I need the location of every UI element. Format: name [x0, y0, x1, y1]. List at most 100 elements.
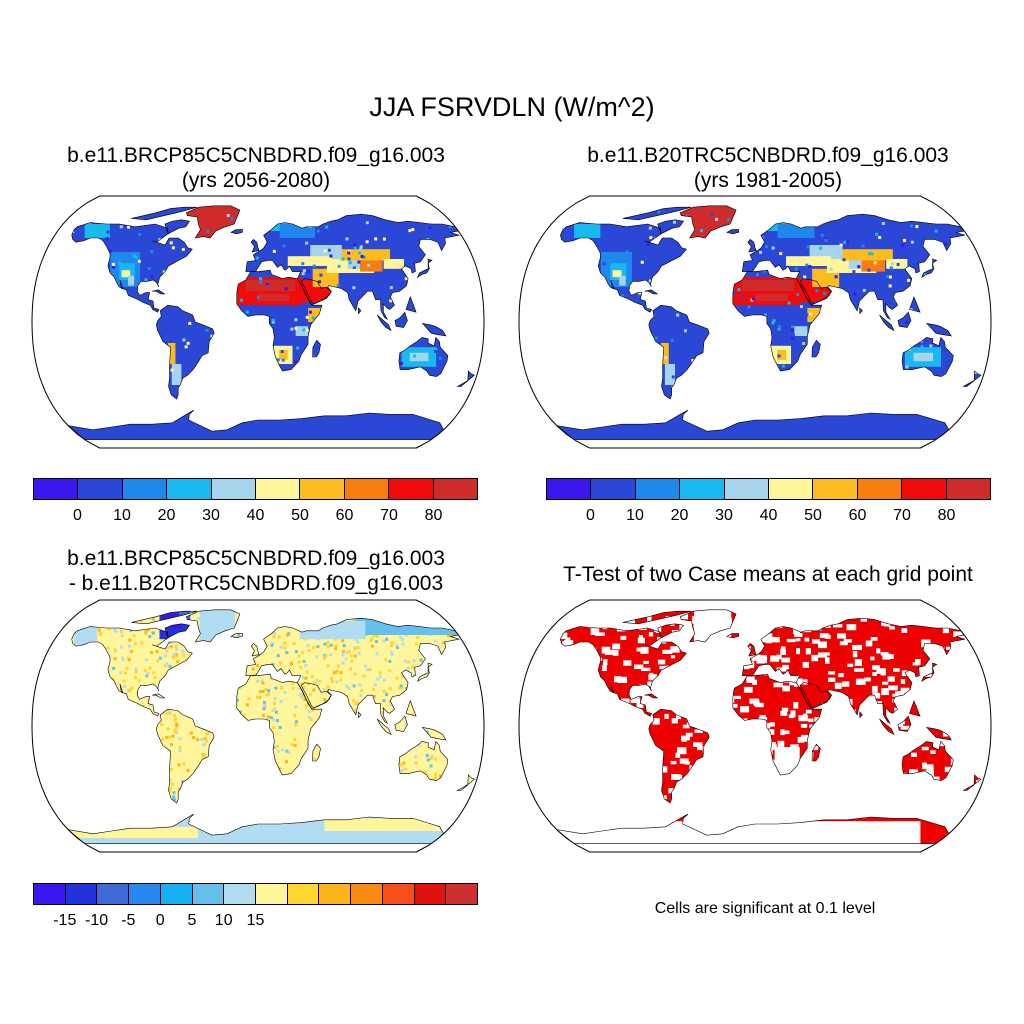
coastline-sumatra — [376, 314, 392, 332]
coastline-japan — [417, 258, 433, 278]
coastline-arabia — [300, 682, 332, 709]
coastline-australia — [901, 336, 954, 377]
coastline-africa — [236, 673, 323, 776]
colorbar-future-swatch — [122, 479, 168, 499]
coastline-namerica — [560, 626, 687, 717]
significance-note: Cells are significant at 0.1 level — [654, 900, 876, 917]
colorbar-difference-swatch — [34, 884, 66, 904]
coastline-philippines — [405, 295, 417, 313]
panel-title-ttest-line1: T-Test of two Case means at each grid po… — [563, 563, 973, 586]
colorbar-historical-swatch — [902, 479, 947, 499]
coastline-newguinea — [925, 322, 952, 337]
coastline-madagascar — [312, 743, 321, 762]
colorbar-future-swatch — [167, 479, 212, 499]
panel-title-historical-line2: (yrs 1981-2005) — [693, 169, 843, 192]
coastline-samerica — [648, 304, 710, 400]
colorbar-difference-swatch — [65, 884, 98, 904]
coastline-madagascar — [312, 339, 321, 358]
panel-title-difference-line1: b.e11.BRCP85C5CNBDRD.f09_g16.003 — [67, 547, 445, 570]
coastline-borneo — [897, 715, 912, 732]
map-difference — [31, 599, 485, 853]
colorbar-difference-tick-label: -10 — [85, 912, 109, 929]
map-historical — [518, 195, 992, 449]
colorbar-future-swatch — [78, 479, 123, 499]
coastline-greenland — [679, 205, 737, 239]
colorbar-historical-tick-label: 30 — [715, 507, 733, 524]
coastline-sumatra — [879, 718, 895, 736]
colorbar-difference-tick-label: -15 — [53, 912, 77, 929]
coastline-arcticisl — [131, 206, 197, 221]
coastline-antarctica — [67, 409, 444, 440]
colorbar-difference-swatch — [256, 884, 288, 904]
colorbar-future-tick-label: 80 — [424, 507, 443, 524]
panel-title-ttest: T-Test of two Case means at each grid po… — [512, 562, 1024, 587]
coastline-srilanka — [859, 711, 863, 719]
colorbar-historical-tick-label: 40 — [759, 507, 778, 524]
colorbar-difference-swatch — [129, 884, 161, 904]
coastline-madagascar — [811, 339, 821, 358]
coastline-uk — [250, 238, 260, 253]
colorbar-historical-swatch — [591, 479, 636, 499]
colorbar-future-tick-label: 50 — [291, 507, 309, 524]
coastline-newguinea — [925, 726, 952, 741]
coastline-iceland — [726, 633, 740, 639]
coastline-baffin — [657, 219, 685, 235]
coastline-cuba — [644, 289, 659, 295]
coastline-arcticisl — [622, 610, 692, 625]
colorbar-difference-swatch — [351, 884, 383, 904]
colorbar-difference-tick-label: 5 — [187, 912, 197, 929]
colorbar-future-tick-label: 30 — [202, 507, 220, 524]
coastline-iceland — [230, 229, 243, 235]
map-border — [31, 195, 485, 449]
coastline-australia — [901, 740, 954, 781]
colorbar-historical-ticks: 0 10 20 30 40 50 60 70 80 — [546, 507, 991, 527]
coastline-iceland — [726, 229, 740, 235]
coastline-africa — [236, 269, 323, 372]
panel-title-future-line2: (yrs 2056-2080) — [181, 169, 331, 192]
coastline-philippines — [405, 699, 417, 717]
coastline-srilanka — [859, 307, 863, 315]
panel-title-future-line1: b.e11.BRCP85C5CNBDRD.f09_g16.003 — [67, 144, 445, 167]
colorbar-difference-ticks: -15 -10 -5 0 5 10 15 — [33, 912, 478, 932]
colorbar-difference-tick-label: 15 — [246, 912, 265, 929]
colorbar-difference-tick-label: 0 — [155, 912, 165, 929]
coastline-antarctica — [555, 409, 950, 440]
figure-title: JJA FSRVDLN (W/m^2) — [369, 92, 655, 122]
map-border — [518, 195, 992, 449]
colorbar-difference-swatch — [319, 884, 352, 904]
coastline-philippines — [909, 699, 921, 717]
coastline-newguinea — [421, 322, 447, 337]
coastline-nz — [963, 370, 982, 387]
coastline-africa — [732, 269, 823, 372]
coastline-nz — [963, 774, 982, 791]
colorbar-difference-swatch — [414, 884, 447, 904]
colorbar-future-tick-label: 0 — [73, 507, 82, 524]
coastline-eurasia — [741, 213, 965, 320]
coastline-baffin — [164, 219, 191, 235]
coastline-eurasia — [245, 617, 461, 724]
coastline-sumatra — [879, 314, 895, 332]
coastline-antarctica — [555, 813, 950, 844]
coastline-australia — [398, 336, 449, 377]
coastline-australia — [398, 740, 449, 781]
coastline-samerica — [648, 708, 710, 804]
coastline-greenland — [186, 205, 241, 239]
map-future — [31, 195, 485, 449]
coastline-samerica — [155, 708, 215, 804]
colorbar-difference-swatch — [224, 884, 257, 904]
coastline-borneo — [394, 311, 408, 328]
colorbar-historical-tick-label: 80 — [937, 507, 956, 524]
colorbar-historical-tick-label: 10 — [626, 507, 644, 524]
coastline-samerica — [155, 304, 215, 400]
coastline-arabia — [799, 682, 832, 709]
coastline-baffin — [657, 623, 685, 639]
colorbar-difference-swatch — [446, 884, 478, 904]
colorbar-difference — [33, 883, 478, 905]
coastline-newguinea — [421, 726, 447, 741]
coastline-greenland — [679, 609, 737, 643]
coastline-baffin — [164, 623, 191, 639]
coastline-antarctica — [67, 813, 444, 844]
colorbar-difference-tick-label: 10 — [214, 912, 233, 929]
colorbar-future-tick-label: 60 — [335, 507, 354, 524]
colorbar-future-tick-label: 20 — [157, 507, 176, 524]
